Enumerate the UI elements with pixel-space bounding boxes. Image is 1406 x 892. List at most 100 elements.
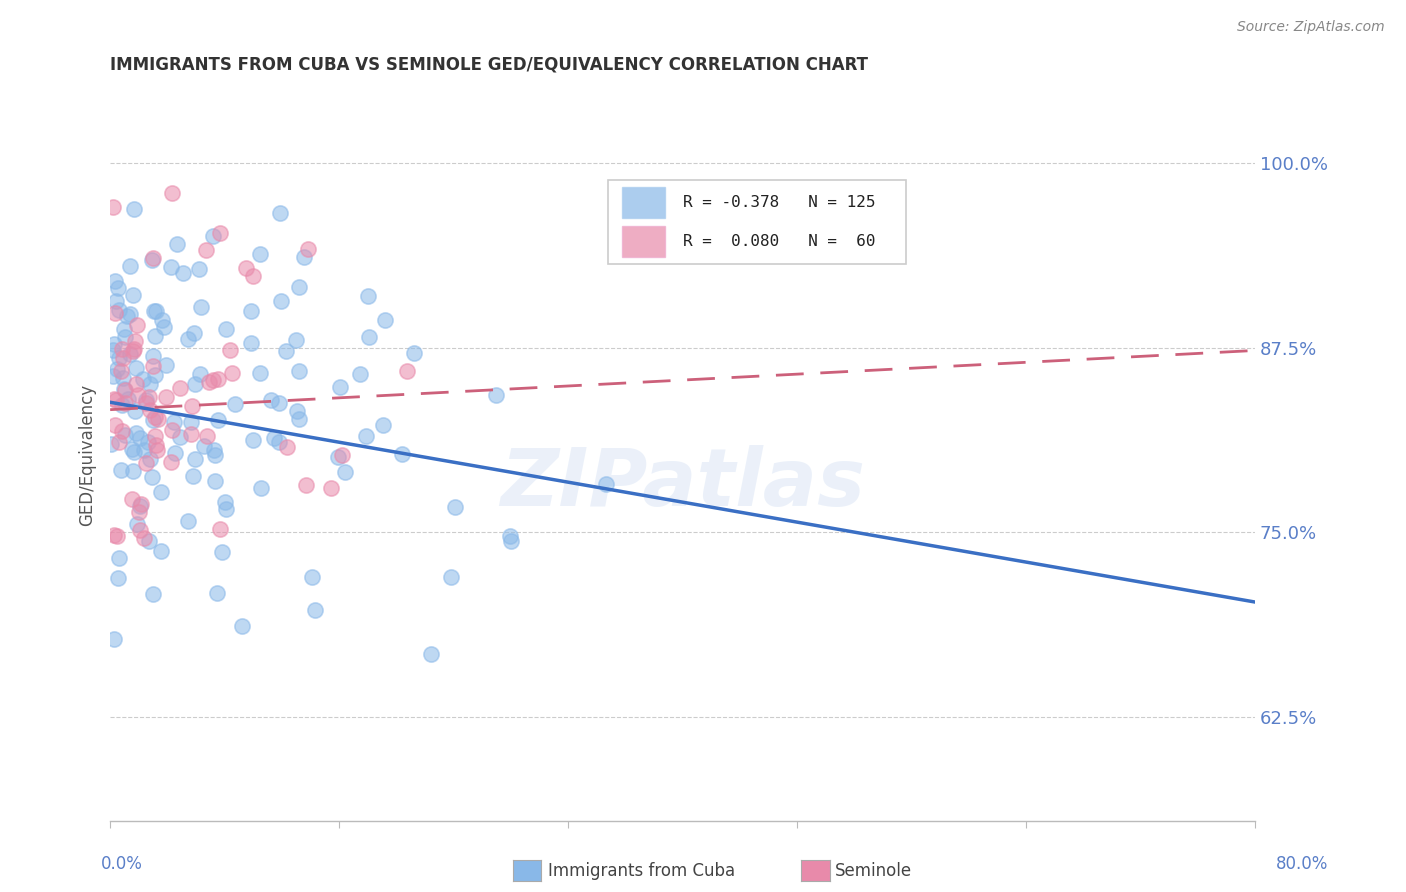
Point bbox=[195, 243, 218, 257]
Text: 80.0%: 80.0% bbox=[1277, 855, 1329, 872]
Point bbox=[197, 429, 219, 443]
FancyBboxPatch shape bbox=[621, 227, 665, 257]
Point bbox=[142, 349, 165, 363]
Point bbox=[209, 522, 232, 536]
Point bbox=[202, 373, 225, 387]
Point bbox=[142, 359, 165, 374]
Point bbox=[122, 342, 145, 356]
Point bbox=[129, 497, 152, 511]
Point bbox=[132, 372, 155, 386]
Point bbox=[114, 384, 136, 398]
Point bbox=[105, 529, 128, 543]
Point bbox=[101, 369, 124, 384]
Point bbox=[143, 368, 166, 383]
Point bbox=[181, 468, 204, 483]
Point bbox=[105, 361, 128, 376]
Text: IMMIGRANTS FROM CUBA VS SEMINOLE GED/EQUIVALENCY CORRELATION CHART: IMMIGRANTS FROM CUBA VS SEMINOLE GED/EQU… bbox=[110, 55, 868, 73]
Point bbox=[270, 294, 292, 309]
Point bbox=[321, 481, 343, 495]
Point bbox=[112, 382, 135, 396]
Point bbox=[128, 499, 150, 513]
Point bbox=[101, 200, 124, 214]
Point bbox=[184, 452, 207, 467]
Point bbox=[187, 261, 209, 276]
Point bbox=[122, 464, 145, 478]
Point bbox=[150, 313, 173, 327]
Point bbox=[198, 375, 221, 389]
Point bbox=[145, 304, 167, 318]
Point bbox=[329, 379, 352, 393]
Point bbox=[160, 424, 183, 438]
Point bbox=[267, 435, 290, 450]
Point bbox=[112, 370, 135, 384]
Point bbox=[208, 227, 231, 241]
Text: R =  0.080   N =  60: R = 0.080 N = 60 bbox=[682, 234, 875, 249]
FancyBboxPatch shape bbox=[609, 180, 905, 264]
Point bbox=[101, 343, 124, 357]
Point bbox=[211, 545, 233, 559]
Point bbox=[118, 307, 141, 321]
Point bbox=[190, 300, 212, 314]
Point bbox=[128, 523, 150, 537]
Point bbox=[276, 343, 298, 358]
Point bbox=[240, 335, 263, 350]
Point bbox=[141, 253, 163, 268]
Point bbox=[100, 437, 122, 451]
Point bbox=[163, 446, 186, 460]
Point bbox=[135, 456, 157, 470]
Point bbox=[404, 346, 426, 360]
Point bbox=[249, 246, 271, 260]
Point bbox=[124, 404, 146, 418]
Point bbox=[287, 412, 309, 426]
Point bbox=[120, 347, 142, 361]
Point bbox=[138, 452, 160, 467]
Point bbox=[396, 364, 419, 378]
Point bbox=[122, 344, 145, 359]
Point bbox=[326, 450, 349, 465]
Point bbox=[122, 202, 145, 217]
Point bbox=[145, 443, 167, 458]
Point bbox=[108, 550, 131, 565]
Point bbox=[215, 322, 238, 336]
Point bbox=[124, 334, 146, 348]
Point bbox=[153, 319, 176, 334]
Point bbox=[180, 400, 202, 414]
Point bbox=[143, 410, 166, 425]
Text: 0.0%: 0.0% bbox=[101, 855, 143, 872]
Point bbox=[127, 517, 149, 532]
Point bbox=[333, 466, 356, 480]
Point bbox=[135, 396, 157, 410]
Point bbox=[193, 439, 215, 453]
Point bbox=[142, 413, 165, 427]
Point bbox=[207, 372, 229, 386]
Point bbox=[103, 632, 125, 646]
Point bbox=[330, 448, 353, 462]
Point bbox=[288, 280, 311, 294]
Point bbox=[127, 388, 149, 402]
Point bbox=[242, 433, 264, 447]
Point bbox=[111, 398, 134, 412]
Point bbox=[224, 397, 246, 411]
Point bbox=[117, 309, 139, 323]
Point bbox=[124, 425, 146, 440]
Text: R = -0.378   N = 125: R = -0.378 N = 125 bbox=[682, 195, 875, 211]
Point bbox=[276, 440, 298, 454]
Point bbox=[207, 413, 229, 427]
Point bbox=[114, 427, 136, 442]
Point bbox=[155, 391, 177, 405]
Text: ZIPatlas: ZIPatlas bbox=[501, 445, 865, 523]
Point bbox=[107, 281, 129, 295]
Point bbox=[127, 318, 149, 332]
Point bbox=[146, 411, 169, 425]
Point bbox=[295, 478, 318, 492]
Point bbox=[104, 393, 127, 408]
Point bbox=[104, 306, 127, 320]
Point bbox=[439, 570, 461, 584]
Point bbox=[235, 260, 257, 275]
Point bbox=[114, 330, 136, 344]
Point bbox=[155, 358, 177, 372]
Point bbox=[180, 427, 202, 442]
Point bbox=[285, 404, 308, 418]
Point bbox=[349, 368, 371, 382]
Point bbox=[304, 603, 326, 617]
